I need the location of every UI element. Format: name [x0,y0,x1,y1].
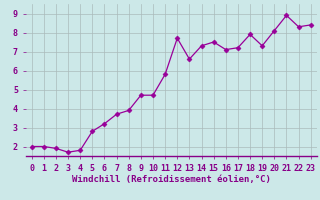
X-axis label: Windchill (Refroidissement éolien,°C): Windchill (Refroidissement éolien,°C) [72,175,271,184]
